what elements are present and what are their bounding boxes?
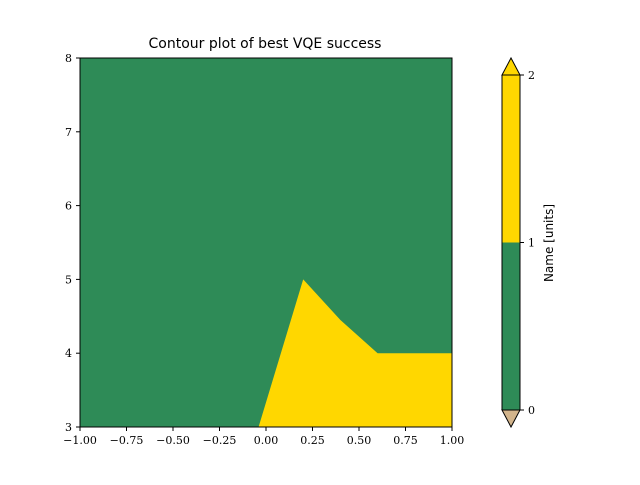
contour-region-1-2 (258, 279, 452, 427)
y-tick-label: 6 (65, 200, 72, 213)
x-tick-label: 1.00 (440, 434, 465, 447)
y-tick-label: 5 (65, 273, 72, 286)
contour-regions (258, 279, 452, 427)
colorbar-label: Name [units] (542, 204, 556, 282)
colorbar-extend-over (501, 56, 521, 76)
x-tick-label: −0.75 (110, 434, 144, 447)
chart-title: Contour plot of best VQE success (149, 36, 382, 52)
x-tick-label: 0.75 (393, 434, 418, 447)
colorbar-extend-under (501, 409, 521, 429)
x-tick-label: 0.25 (300, 434, 325, 447)
x-tick-label: −0.50 (156, 434, 190, 447)
x-axis: −1.00 −0.75 −0.50 −0.25 0.00 0.25 0.50 0.75 1.00 (63, 427, 464, 447)
x-tick-label: 0.50 (347, 434, 372, 447)
x-tick-label: −1.00 (63, 434, 97, 447)
y-axis: 3 4 5 6 7 8 (65, 52, 80, 434)
y-tick-label: 3 (65, 421, 72, 434)
y-tick-label: 8 (65, 52, 72, 65)
x-tick-label: 0.00 (254, 434, 279, 447)
colorbar-level-0-1 (502, 242, 520, 410)
colorbar: 0 1 2 (501, 56, 535, 429)
plot-area: −1.00 −0.75 −0.50 −0.25 0.00 0.25 0.50 0.75 1.00… (63, 52, 464, 447)
colorbar-tick-label: 2 (528, 69, 535, 82)
colorbar-level-1-2 (502, 75, 520, 243)
y-tick-label: 4 (65, 347, 72, 360)
colorbar-tick-label: 1 (528, 237, 535, 250)
colorbar-tick-label: 0 (528, 404, 535, 417)
x-tick-label: −0.25 (203, 434, 237, 447)
y-tick-label: 7 (65, 126, 72, 139)
